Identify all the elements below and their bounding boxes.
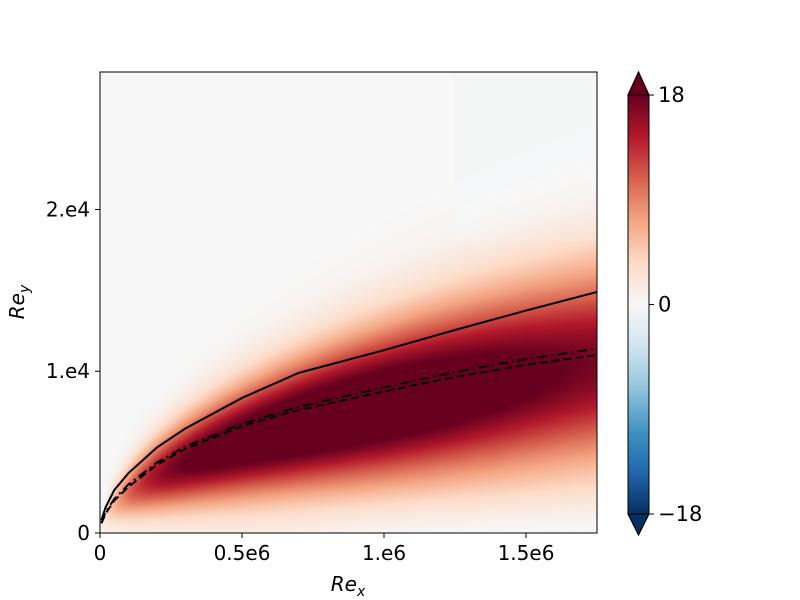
y-axis: 0 1.e4 2.e4: [46, 197, 100, 545]
y-axis-label-subscript: y: [17, 284, 33, 294]
colorbar-tick-label: −18: [658, 502, 702, 526]
colorbar-gradient: [628, 95, 649, 514]
colorbar-tick-label: 18: [658, 83, 685, 107]
colorbar-min-extend-arrow: [627, 513, 650, 537]
plot-area: [99, 71, 598, 534]
curve-solid: [100, 291, 597, 521]
colorbar-tick-label: 0: [658, 293, 671, 317]
x-axis-label-subscript: x: [356, 584, 366, 600]
x-tick-label: 1.e6: [362, 541, 406, 565]
colorbar-ticks: 18 0 −18: [649, 83, 702, 526]
y-axis-label: Rey: [5, 284, 33, 319]
y-tick-label: 2.e4: [46, 197, 90, 221]
curve-dashed: [100, 354, 597, 524]
x-tick-label: 0.5e6: [214, 541, 271, 565]
y-tick-label: 0: [77, 521, 90, 545]
y-tick-label: 1.e4: [46, 359, 90, 383]
x-axis-label: Rex: [331, 572, 366, 600]
curve-layer: [100, 291, 597, 524]
x-tick-label: 1.5e6: [498, 541, 555, 565]
plot-frame: [99, 71, 598, 534]
heatmap-field: [100, 72, 597, 533]
x-axis: 0 0.5e6 1.e6 1.5e6: [94, 533, 555, 565]
colorbar-max-extend-arrow: [627, 70, 650, 96]
x-tick-label: 0: [94, 541, 107, 565]
colorbar: 18 0 −18: [627, 70, 702, 537]
